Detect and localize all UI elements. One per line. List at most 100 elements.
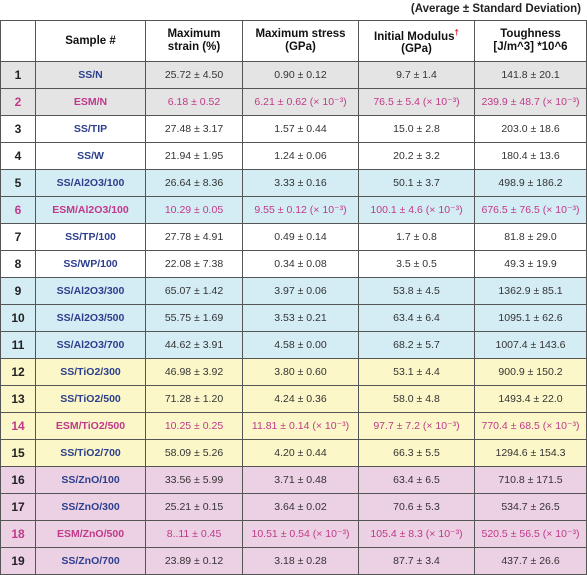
- cell-stress: 0.49 ± 0.14: [242, 223, 359, 251]
- cell-sample: ESM/TiO2/500: [35, 412, 146, 440]
- header-strain: Maximum strain (%): [145, 20, 243, 62]
- table-row: 16 SS/ZnO/100 33.56 ± 5.99 3.71 ± 0.48 63.4 …: [0, 466, 587, 494]
- cell-strain: 27.78 ± 4.91: [145, 223, 243, 251]
- cell-toughness: 49.3 ± 19.9: [474, 250, 587, 278]
- cell-toughness: 676.5 ± 76.5 (× 10⁻³): [474, 196, 587, 224]
- cell-strain: 23.89 ± 0.12: [145, 547, 243, 575]
- cell-toughness: 141.8 ± 20.1: [474, 61, 587, 89]
- cell-stress: 4.20 ± 0.44: [242, 439, 359, 467]
- table-body: 1 SS/N 25.72 ± 4.50 0.90 ± 0.12 9.7 ± 1.4 141…: [0, 61, 587, 575]
- cell-number: 13: [0, 385, 36, 413]
- header-stress: Maximum stress (GPa): [242, 20, 359, 62]
- cell-stress: 4.58 ± 0.00: [242, 331, 359, 359]
- cell-modulus: 50.1 ± 3.7: [358, 169, 475, 197]
- cell-sample: SS/N: [35, 61, 146, 89]
- table-row: 3 SS/TIP 27.48 ± 3.17 1.57 ± 0.44 15.0 ± 2.8…: [0, 115, 587, 143]
- cell-number: 7: [0, 223, 36, 251]
- cell-modulus: 100.1 ± 4.6 (× 10⁻³): [358, 196, 475, 224]
- table-row: 7 SS/TP/100 27.78 ± 4.91 0.49 ± 0.14 1.7 ± 0…: [0, 223, 587, 251]
- cell-number: 17: [0, 493, 36, 521]
- cell-toughness: 1294.6 ± 154.3: [474, 439, 587, 467]
- cell-stress: 3.33 ± 0.16: [242, 169, 359, 197]
- cell-number: 9: [0, 277, 36, 305]
- table-row: 10 SS/Al2O3/500 55.75 ± 1.69 3.53 ± 0.21 63.…: [0, 304, 587, 332]
- cell-stress: 4.24 ± 0.36: [242, 385, 359, 413]
- cell-number: 16: [0, 466, 36, 494]
- cell-sample: SS/ZnO/300: [35, 493, 146, 521]
- header-sample: Sample #: [35, 20, 146, 62]
- cell-number: 8: [0, 250, 36, 278]
- cell-strain: 44.62 ± 3.91: [145, 331, 243, 359]
- header-stress-line1: Maximum stress: [255, 28, 346, 40]
- cell-toughness: 239.9 ± 48.7 (× 10⁻³): [474, 88, 587, 116]
- table-row: 19 SS/ZnO/700 23.89 ± 0.12 3.18 ± 0.28 87.7 …: [0, 547, 587, 575]
- cell-stress: 3.80 ± 0.60: [242, 358, 359, 386]
- table-row: 2 ESM/N 6.18 ± 0.52 6.21 ± 0.62 (× 10⁻³) 76.…: [0, 88, 587, 116]
- cell-strain: 8..11 ± 0.45: [145, 520, 243, 548]
- header-tough-line1: Toughness: [500, 28, 561, 40]
- cell-strain: 71.28 ± 1.20: [145, 385, 243, 413]
- cell-sample: ESM/ZnO/500: [35, 520, 146, 548]
- header-tough-line2: [J/m^3] *10^6: [493, 41, 568, 53]
- header-stress-line2: (GPa): [285, 41, 316, 53]
- cell-sample: ESM/N: [35, 88, 146, 116]
- cell-modulus: 20.2 ± 3.2: [358, 142, 475, 170]
- header-strain-line1: Maximum: [167, 28, 221, 40]
- table-row: 17 SS/ZnO/300 25.21 ± 0.15 3.64 ± 0.02 70.6 …: [0, 493, 587, 521]
- cell-toughness: 81.8 ± 29.0: [474, 223, 587, 251]
- cell-strain: 25.72 ± 4.50: [145, 61, 243, 89]
- table-row: 8 SS/WP/100 22.08 ± 7.38 0.34 ± 0.08 3.5 ± 0…: [0, 250, 587, 278]
- cell-modulus: 58.0 ± 4.8: [358, 385, 475, 413]
- cell-modulus: 15.0 ± 2.8: [358, 115, 475, 143]
- cell-modulus: 63.4 ± 6.4: [358, 304, 475, 332]
- table-row: 18 ESM/ZnO/500 8..11 ± 0.45 10.51 ± 0.54 (×…: [0, 520, 587, 548]
- cell-sample: SS/TP/100: [35, 223, 146, 251]
- cell-strain: 26.64 ± 8.36: [145, 169, 243, 197]
- cell-strain: 6.18 ± 0.52: [145, 88, 243, 116]
- table-row: 14 ESM/TiO2/500 10.25 ± 0.25 11.81 ± 0.14 (…: [0, 412, 587, 440]
- cell-modulus: 1.7 ± 0.8: [358, 223, 475, 251]
- header-strain-line2: strain (%): [167, 41, 221, 53]
- header-modulus-line1: Initial Modulus: [374, 30, 455, 43]
- cell-modulus: 53.1 ± 4.4: [358, 358, 475, 386]
- table-row: 9 SS/Al2O3/300 65.07 ± 1.42 3.97 ± 0.06 53.8…: [0, 277, 587, 305]
- cell-strain: 10.25 ± 0.25: [145, 412, 243, 440]
- cell-sample: SS/Al2O3/300: [35, 277, 146, 305]
- cell-strain: 65.07 ± 1.42: [145, 277, 243, 305]
- cell-sample: SS/ZnO/700: [35, 547, 146, 575]
- cell-toughness: 520.5 ± 56.5 (× 10⁻³): [474, 520, 587, 548]
- cell-sample: ESM/Al2O3/100: [35, 196, 146, 224]
- cell-number: 6: [0, 196, 36, 224]
- cell-modulus: 53.8 ± 4.5: [358, 277, 475, 305]
- cell-number: 14: [0, 412, 36, 440]
- table-row: 5 SS/Al2O3/100 26.64 ± 8.36 3.33 ± 0.16 50.1…: [0, 169, 587, 197]
- cell-modulus: 105.4 ± 8.3 (× 10⁻³): [358, 520, 475, 548]
- cell-toughness: 1362.9 ± 85.1: [474, 277, 587, 305]
- cell-number: 3: [0, 115, 36, 143]
- cell-stress: 3.97 ± 0.06: [242, 277, 359, 305]
- table-row: 11 SS/Al2O3/700 44.62 ± 3.91 4.58 ± 0.00 68.…: [0, 331, 587, 359]
- cell-modulus: 76.5 ± 5.4 (× 10⁻³): [358, 88, 475, 116]
- cell-toughness: 1095.1 ± 62.6: [474, 304, 587, 332]
- cell-number: 5: [0, 169, 36, 197]
- cell-number: 10: [0, 304, 36, 332]
- cell-sample: SS/Al2O3/100: [35, 169, 146, 197]
- cell-stress: 3.53 ± 0.21: [242, 304, 359, 332]
- cell-toughness: 534.7 ± 26.5: [474, 493, 587, 521]
- table-row: 12 SS/TiO2/300 46.98 ± 3.92 3.80 ± 0.60 53.1…: [0, 358, 587, 386]
- cell-modulus: 63.4 ± 6.5: [358, 466, 475, 494]
- cell-strain: 33.56 ± 5.99: [145, 466, 243, 494]
- cell-modulus: 70.6 ± 5.3: [358, 493, 475, 521]
- cell-strain: 46.98 ± 3.92: [145, 358, 243, 386]
- cell-number: 19: [0, 547, 36, 575]
- cell-number: 2: [0, 88, 36, 116]
- cell-strain: 25.21 ± 0.15: [145, 493, 243, 521]
- header-index: [0, 20, 36, 62]
- cell-stress: 9.55 ± 0.12 (× 10⁻³): [242, 196, 359, 224]
- cell-stress: 6.21 ± 0.62 (× 10⁻³): [242, 88, 359, 116]
- cell-number: 4: [0, 142, 36, 170]
- table-caption: (Average ± Standard Deviation): [410, 3, 581, 15]
- header-row: Sample # Maximum strain (%) Maximum stre…: [0, 20, 587, 62]
- cell-stress: 3.18 ± 0.28: [242, 547, 359, 575]
- cell-number: 1: [0, 61, 36, 89]
